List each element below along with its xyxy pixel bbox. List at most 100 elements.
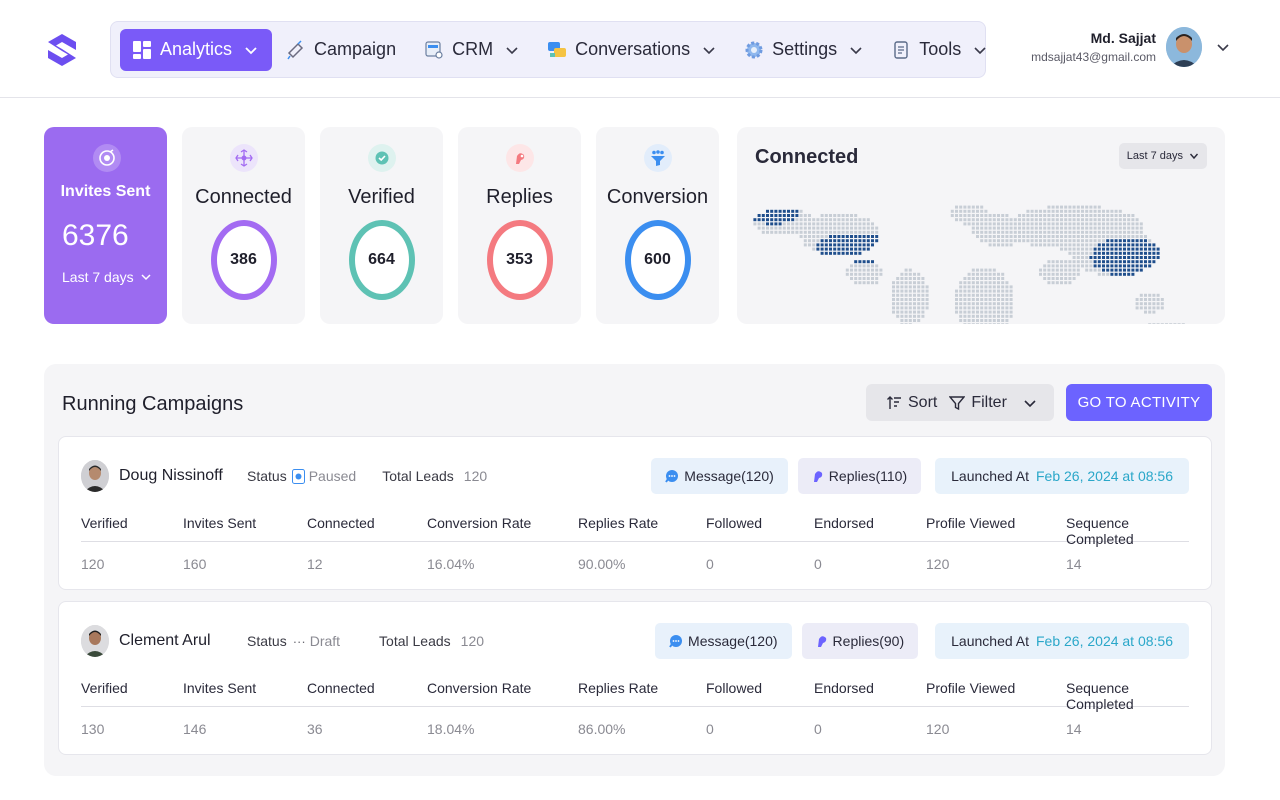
replies-icon <box>812 469 824 483</box>
status-label: Status <box>247 468 287 484</box>
campaign-card[interactable]: Doug Nissinoff Status Paused Total Leads… <box>58 436 1212 590</box>
message-count-label: Message(120) <box>688 633 778 649</box>
connected-map-card: Connected Last 7 days <box>737 127 1225 324</box>
invites-period-select[interactable]: Last 7 days <box>62 269 167 285</box>
chevron-down-icon[interactable] <box>1216 40 1230 54</box>
avatar <box>81 625 109 657</box>
nav-crm[interactable]: CRM <box>410 29 533 71</box>
chevron-down-icon <box>1189 151 1199 161</box>
replies-count-button[interactable]: Replies(110) <box>797 458 922 494</box>
nav-settings[interactable]: Settings <box>730 29 877 71</box>
divider <box>81 541 1189 542</box>
nav-conversations[interactable]: Conversations <box>533 29 730 71</box>
replies-icon <box>816 634 828 648</box>
stat-value: 0 <box>814 556 822 572</box>
replies-icon <box>505 144 534 172</box>
world-map <box>753 205 1185 324</box>
nav-analytics-label: Analytics <box>160 39 233 59</box>
campaign-owner-name: Doug Nissinoff <box>119 467 223 484</box>
user-email: mdsajjat43@gmail.com <box>1031 50 1156 64</box>
stat-value: 120 <box>926 721 950 737</box>
nav-campaign-label: Campaign <box>314 39 397 59</box>
avatar <box>81 460 109 492</box>
conversations-icon <box>547 40 567 60</box>
stat-value: 16.04% <box>427 556 475 572</box>
running-campaigns-title: Running Campaigns <box>62 393 244 415</box>
tools-icon <box>891 40 911 60</box>
message-icon <box>665 469 679 483</box>
message-icon <box>669 634 683 648</box>
chevron-down-icon <box>973 43 987 57</box>
column-header: Sequence Completed <box>1066 515 1134 547</box>
connected-title: Connected <box>195 186 292 208</box>
column-header: Profile Viewed <box>926 515 1016 531</box>
map-period-select[interactable]: Last 7 days <box>1118 143 1207 169</box>
column-header: Sequence Completed <box>1066 680 1134 712</box>
sort-icon <box>886 395 902 411</box>
user-name: Md. Sajjat <box>1090 30 1156 46</box>
nav-settings-label: Settings <box>772 39 838 59</box>
stats-header-row: Verified Invites Sent Connected Conversi… <box>81 680 1189 712</box>
stat-value: 146 <box>183 721 207 737</box>
message-count-button[interactable]: Message(120) <box>651 458 788 494</box>
stat-value: 14 <box>1066 556 1082 572</box>
running-campaigns-panel: Running Campaigns Sort Filter GO TO ACTI… <box>44 364 1225 776</box>
conversion-ring: 600 <box>624 220 691 300</box>
avatar[interactable] <box>1166 27 1202 67</box>
replies-count-button[interactable]: Replies(90) <box>801 623 919 659</box>
top-header: Analytics Campaign CRM Conversations <box>0 0 1280 98</box>
message-count-label: Message(120) <box>684 468 774 484</box>
stat-value: 0 <box>706 721 714 737</box>
stat-value: 14 <box>1066 721 1082 737</box>
total-leads-label: Total Leads <box>382 468 454 484</box>
stats-value-row: 130 146 36 18.04% 86.00% 0 0 120 14 <box>81 721 1189 745</box>
total-leads-value: 120 <box>463 468 488 484</box>
nav-campaign[interactable]: Campaign <box>272 29 410 71</box>
app-logo[interactable] <box>46 33 78 67</box>
go-to-activity-button[interactable]: GO TO ACTIVITY <box>1066 384 1212 421</box>
nav-conversations-label: Conversations <box>575 39 691 59</box>
status-label: Status <box>247 633 287 649</box>
replies-title: Replies <box>486 186 553 208</box>
chevron-down-icon <box>702 43 716 57</box>
launched-date: Feb 26, 2024 at 08:56 <box>1036 468 1173 484</box>
replies-count-label: Replies(110) <box>828 468 908 484</box>
column-header: Invites Sent <box>183 680 257 696</box>
nav-analytics[interactable]: Analytics <box>120 28 273 71</box>
message-count-button[interactable]: Message(120) <box>655 623 792 659</box>
connected-ring: 386 <box>210 220 277 300</box>
launched-date: Feb 26, 2024 at 08:56 <box>1036 633 1173 649</box>
campaign-card[interactable]: Clement Arul Status ··· Draft Total Lead… <box>58 601 1212 755</box>
column-header: Replies Rate <box>578 680 659 696</box>
invites-sent-card: Invites Sent 6376 Last 7 days <box>44 127 167 324</box>
conversion-card: Conversion 600 <box>596 127 719 324</box>
launched-info: Launched At Feb 26, 2024 at 08:56 <box>935 458 1189 494</box>
stat-value: 18.04% <box>427 721 475 737</box>
user-menu[interactable]: Md. Sajjat mdsajjat43@gmail.com <box>1031 27 1230 67</box>
column-header: Profile Viewed <box>926 680 1016 696</box>
stat-value: 0 <box>814 721 822 737</box>
column-header: Invites Sent <box>183 515 257 531</box>
sort-button[interactable]: Sort <box>886 394 937 412</box>
campaign-icon <box>286 39 306 60</box>
funnel-users-icon <box>643 144 672 172</box>
column-header: Connected <box>307 680 375 696</box>
stat-value: 120 <box>81 556 105 572</box>
status-value: Paused <box>308 468 357 484</box>
invites-period-label: Last 7 days <box>62 269 134 285</box>
filter-button[interactable]: Filter <box>949 394 1037 412</box>
main-nav: Analytics Campaign CRM Conversations <box>110 21 986 78</box>
column-header: Endorsed <box>814 515 874 531</box>
nav-tools[interactable]: Tools <box>877 29 1001 71</box>
more-dots-icon: ··· <box>292 633 306 649</box>
stat-value: 90.00% <box>578 556 626 572</box>
chevron-down-icon <box>140 271 152 283</box>
verified-title: Verified <box>348 186 415 208</box>
stat-value: 120 <box>926 556 950 572</box>
replies-ring: 353 <box>486 220 553 300</box>
map-title: Connected <box>755 146 859 168</box>
status-value: Draft <box>309 633 341 649</box>
verified-badge-icon <box>367 144 396 172</box>
settings-icon <box>744 40 764 60</box>
stat-value: 130 <box>81 721 105 737</box>
